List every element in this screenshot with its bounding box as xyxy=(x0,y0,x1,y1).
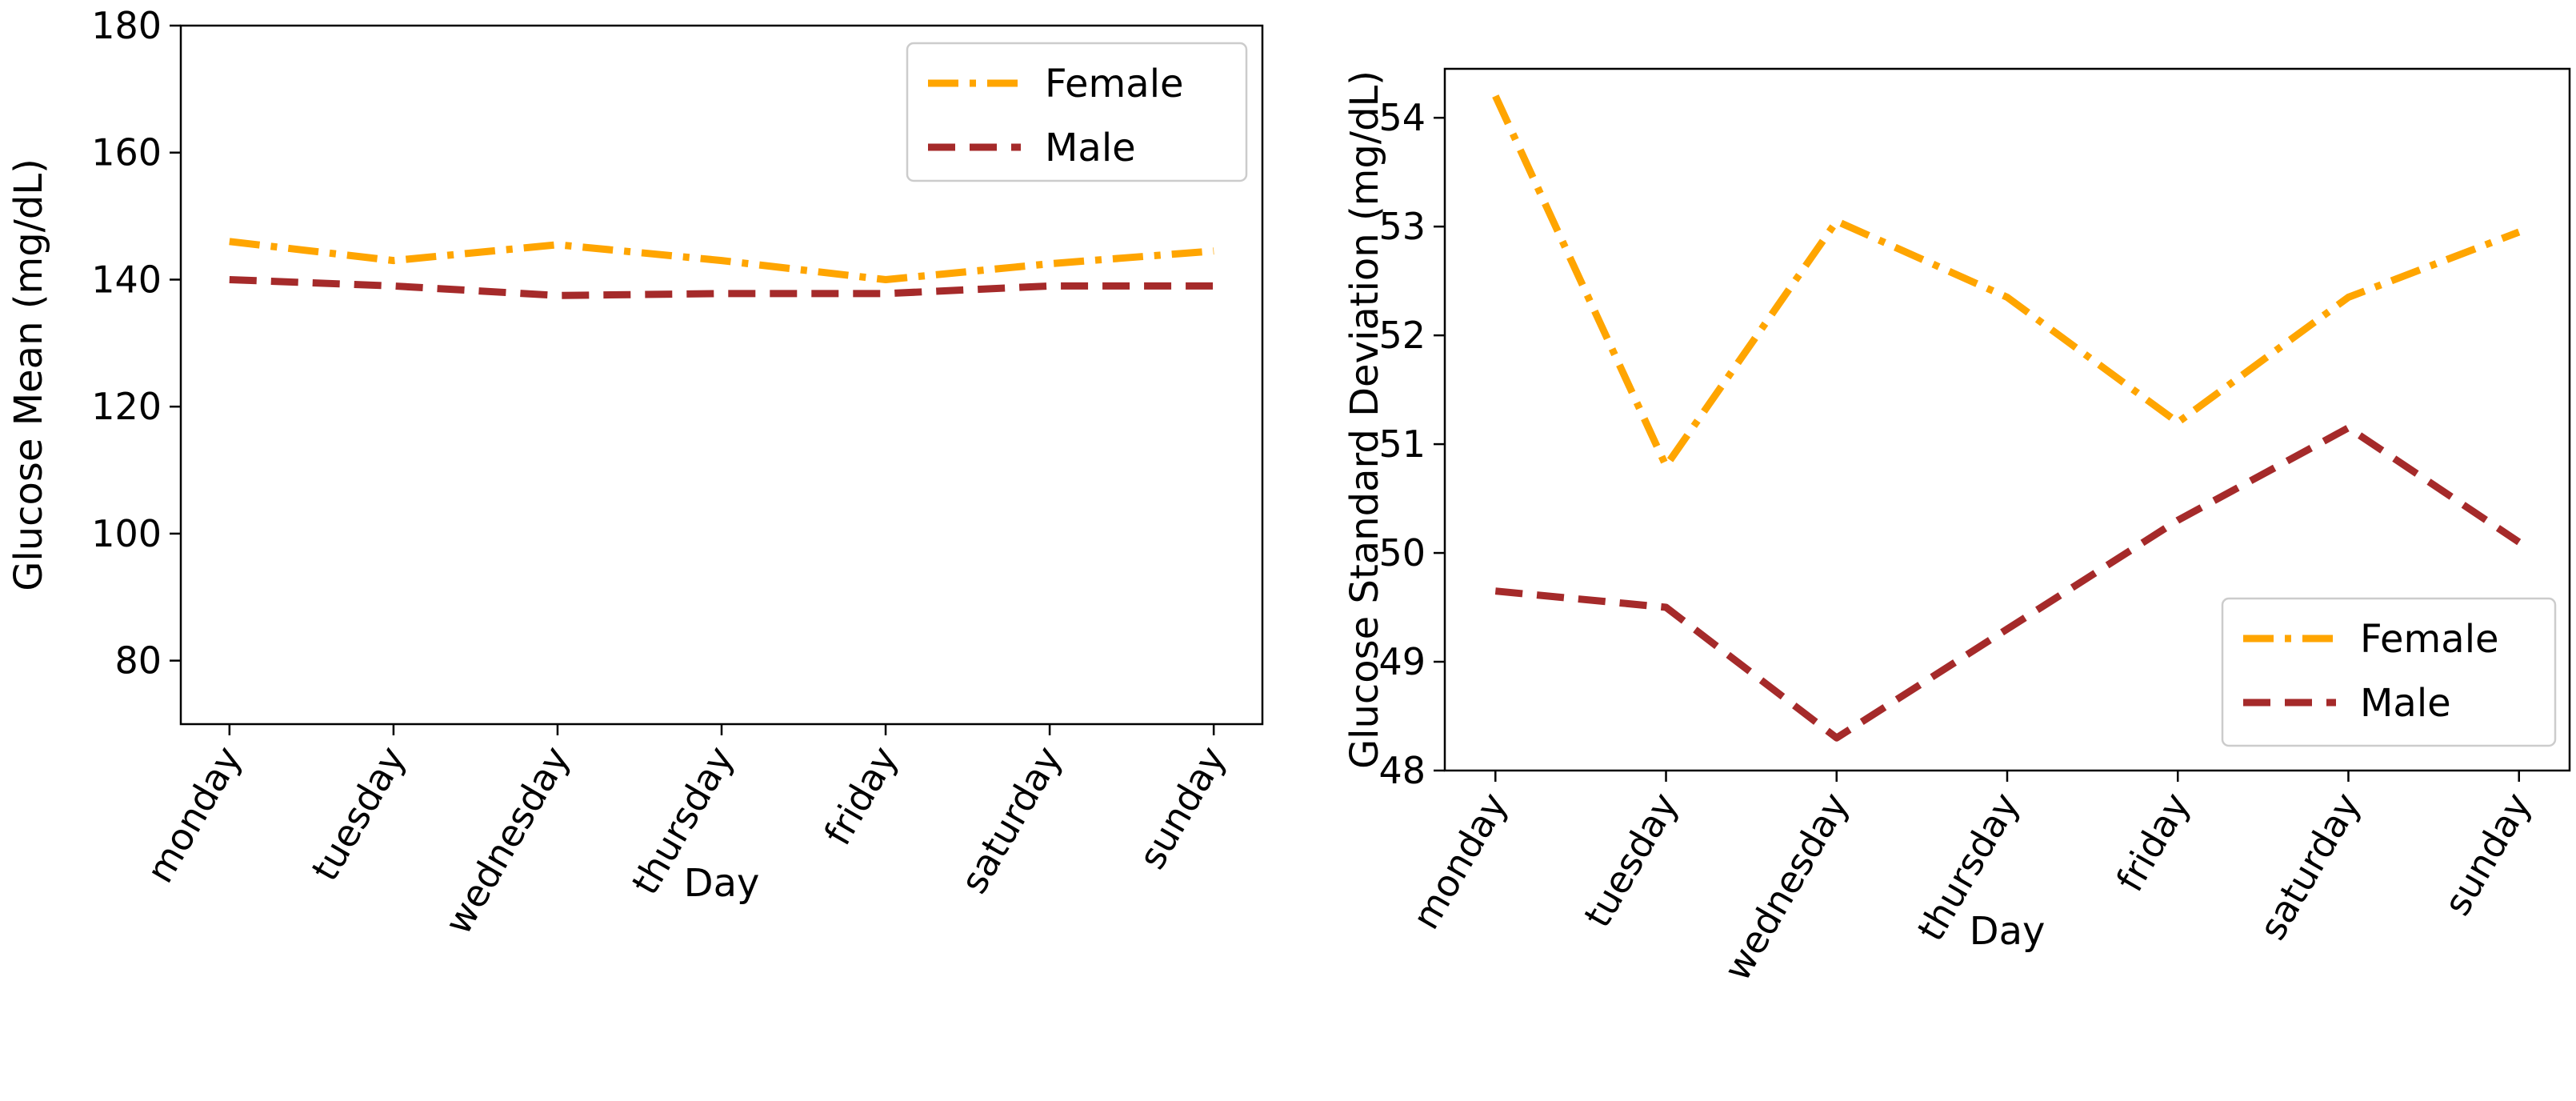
x-axis-label: Day xyxy=(684,861,760,906)
legend-label-male: Male xyxy=(2360,681,2451,726)
legend-label-female: Female xyxy=(1045,62,1184,106)
y-axis-label: Glucose Standard Deviation (mg/dL) xyxy=(1342,70,1387,769)
x-tick-label-friday: friday xyxy=(816,739,906,853)
y-tick-label: 49 xyxy=(1378,640,1426,683)
y-tick-label: 140 xyxy=(91,258,162,301)
y-tick-label: 54 xyxy=(1378,96,1426,139)
y-tick-label: 160 xyxy=(91,131,162,174)
x-tick-label-sunday: sunday xyxy=(1130,739,1234,877)
y-axis-label: Glucose Mean (mg/dL) xyxy=(6,158,51,591)
y-tick-label: 100 xyxy=(91,512,162,555)
x-tick-label-saturday: saturday xyxy=(952,739,1070,901)
x-tick-label-monday: monday xyxy=(1404,786,1516,937)
y-tick-label: 48 xyxy=(1378,749,1426,792)
y-tick-label: 52 xyxy=(1378,314,1426,357)
series-line-male xyxy=(229,276,1214,299)
series-line-female xyxy=(1492,94,2521,470)
y-tick-label: 120 xyxy=(91,385,162,428)
x-tick-label-friday: friday xyxy=(2108,786,2198,899)
y-tick-label: 180 xyxy=(91,4,162,47)
x-tick-label-sunday: sunday xyxy=(2435,786,2539,923)
legend-label-male: Male xyxy=(1045,126,1136,170)
series-line-female xyxy=(229,238,1214,283)
y-tick-label: 53 xyxy=(1378,205,1426,248)
y-tick-label: 80 xyxy=(114,639,162,683)
x-axis-label: Day xyxy=(1970,909,2046,954)
x-tick-label-saturday: saturday xyxy=(2250,786,2369,947)
x-tick-label-wednesday: wednesday xyxy=(1715,786,1857,988)
y-tick-label: 50 xyxy=(1378,531,1426,575)
x-tick-label-wednesday: wednesday xyxy=(436,739,578,942)
y-tick-label: 51 xyxy=(1378,422,1426,466)
legend-label-female: Female xyxy=(2360,617,2499,662)
x-tick-label-tuesday: tuesday xyxy=(1575,786,1686,935)
series-line-male xyxy=(1494,424,2522,742)
x-tick-label-tuesday: tuesday xyxy=(303,739,414,888)
x-tick-label-monday: monday xyxy=(138,739,250,891)
